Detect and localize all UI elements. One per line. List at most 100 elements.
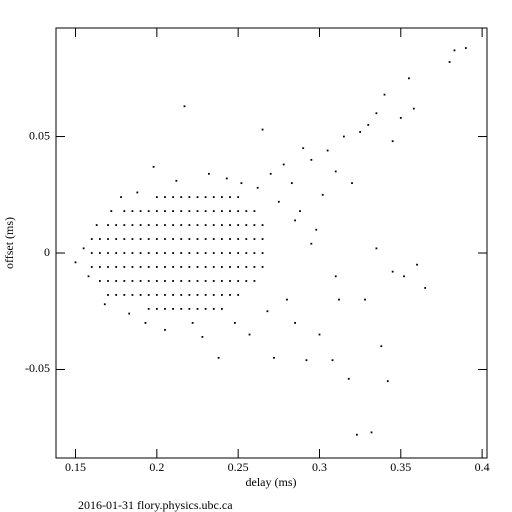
point bbox=[164, 294, 166, 296]
point bbox=[299, 210, 301, 212]
x-axis-label: delay (ms) bbox=[246, 475, 297, 489]
point bbox=[172, 210, 175, 212]
point bbox=[110, 210, 113, 212]
point bbox=[229, 252, 231, 254]
point bbox=[321, 193, 324, 196]
point bbox=[87, 275, 90, 278]
point bbox=[253, 224, 256, 226]
point bbox=[282, 163, 285, 166]
point bbox=[180, 210, 183, 212]
point bbox=[386, 380, 389, 383]
point bbox=[416, 263, 418, 266]
point bbox=[172, 238, 175, 240]
point bbox=[207, 172, 210, 175]
point bbox=[326, 149, 329, 152]
point bbox=[294, 321, 296, 324]
point bbox=[253, 280, 256, 282]
point bbox=[261, 266, 264, 268]
point bbox=[375, 112, 378, 115]
point bbox=[95, 224, 98, 226]
point bbox=[188, 294, 191, 296]
point bbox=[253, 252, 256, 254]
point bbox=[196, 308, 199, 310]
point bbox=[269, 172, 272, 175]
point bbox=[277, 200, 280, 203]
point bbox=[115, 252, 118, 254]
point bbox=[155, 224, 158, 226]
point bbox=[155, 280, 158, 282]
point bbox=[188, 196, 191, 199]
point bbox=[380, 345, 383, 348]
point bbox=[229, 238, 231, 240]
point bbox=[204, 266, 207, 268]
point bbox=[131, 238, 134, 240]
point bbox=[212, 308, 215, 310]
y-tick-label: -0.05 bbox=[25, 361, 50, 375]
point bbox=[180, 224, 183, 226]
point bbox=[164, 252, 166, 254]
point bbox=[286, 298, 288, 301]
point bbox=[180, 252, 183, 254]
y-axis-label: offset (ms) bbox=[2, 217, 16, 269]
point bbox=[391, 140, 394, 143]
point bbox=[338, 298, 340, 301]
point bbox=[342, 135, 345, 138]
point bbox=[220, 252, 223, 254]
point bbox=[164, 280, 166, 282]
point bbox=[115, 238, 118, 240]
point bbox=[172, 266, 175, 268]
point bbox=[172, 196, 175, 199]
point bbox=[188, 308, 191, 310]
point bbox=[253, 266, 256, 268]
point bbox=[403, 275, 405, 278]
plot-frame bbox=[55, 27, 488, 459]
y-tick-label: 0.05 bbox=[29, 128, 50, 142]
point bbox=[310, 158, 313, 161]
point bbox=[139, 238, 142, 240]
y-tick-label: 0 bbox=[44, 245, 50, 259]
point bbox=[217, 356, 220, 359]
point bbox=[172, 294, 175, 296]
point bbox=[294, 219, 296, 222]
point bbox=[375, 247, 378, 250]
x-tick-label: 0.25 bbox=[228, 460, 249, 474]
point bbox=[191, 321, 194, 324]
point bbox=[383, 93, 386, 96]
point bbox=[172, 308, 175, 310]
point bbox=[204, 210, 207, 212]
point bbox=[139, 252, 142, 254]
point bbox=[212, 294, 215, 296]
point bbox=[212, 210, 215, 212]
point bbox=[155, 266, 158, 268]
point bbox=[82, 247, 85, 250]
point bbox=[237, 280, 240, 282]
point bbox=[448, 61, 451, 63]
point bbox=[318, 333, 321, 336]
point bbox=[310, 242, 313, 245]
point bbox=[90, 266, 93, 268]
point bbox=[370, 431, 373, 434]
point bbox=[204, 294, 207, 296]
point bbox=[144, 321, 147, 324]
point bbox=[99, 252, 101, 254]
point bbox=[261, 238, 264, 240]
point bbox=[253, 210, 256, 212]
point bbox=[334, 170, 337, 173]
point bbox=[220, 308, 223, 310]
point bbox=[212, 224, 215, 226]
point bbox=[155, 238, 158, 240]
point bbox=[212, 238, 215, 240]
point bbox=[355, 433, 358, 436]
point bbox=[147, 252, 150, 254]
point bbox=[196, 266, 199, 268]
point bbox=[408, 77, 410, 80]
point bbox=[245, 210, 248, 212]
point bbox=[131, 210, 134, 212]
point bbox=[256, 186, 259, 189]
point bbox=[302, 147, 305, 150]
x-tick-label: 0.3 bbox=[312, 460, 327, 474]
point bbox=[261, 128, 264, 131]
point bbox=[220, 266, 223, 268]
point bbox=[212, 196, 215, 199]
point bbox=[220, 210, 223, 212]
